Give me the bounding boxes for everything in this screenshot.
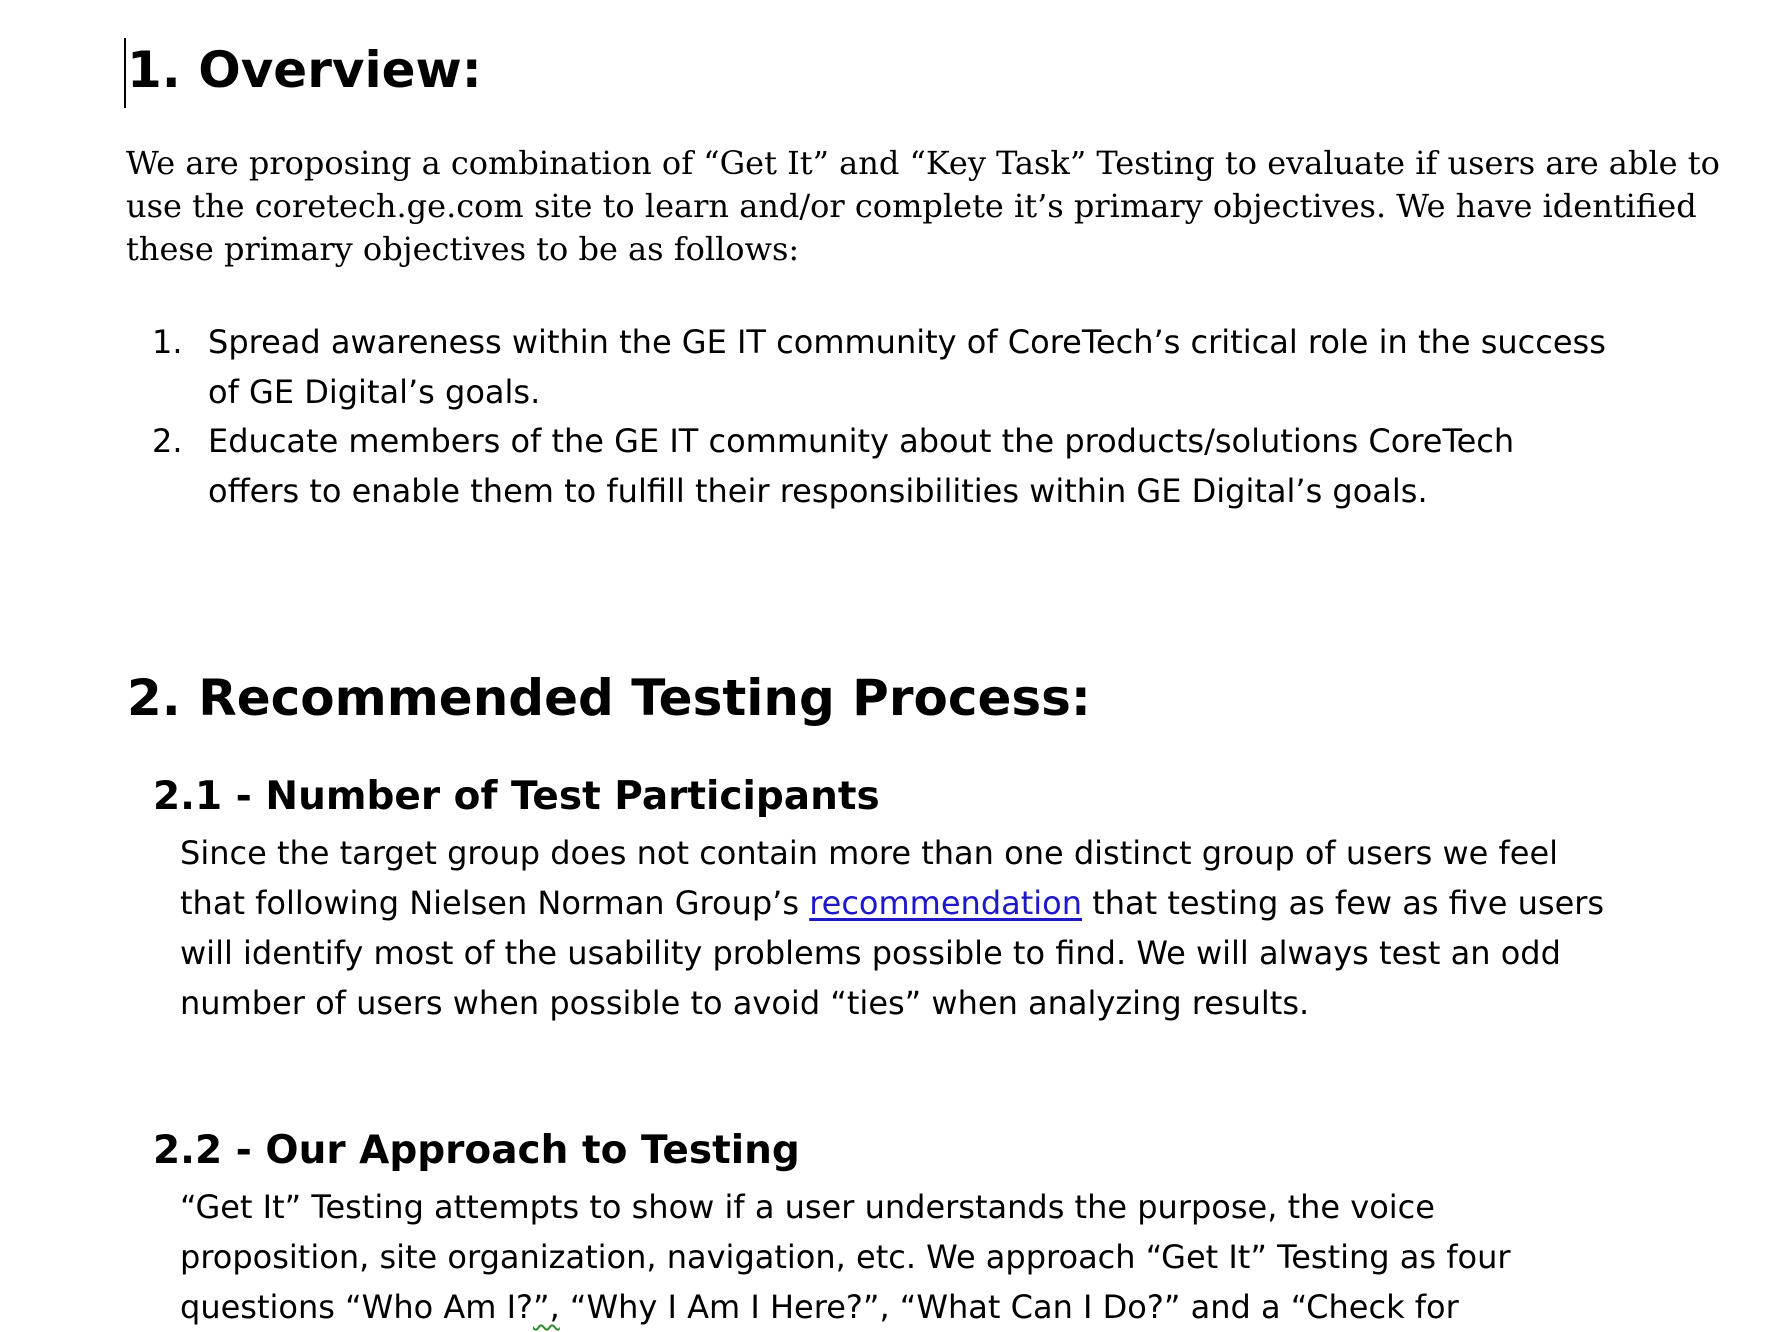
paragraph-line: “Get It” Testing attempts to show if a u… — [180, 1188, 1435, 1226]
objective-line: Spread awareness within the GE IT commun… — [208, 323, 1606, 361]
objective-line: Educate members of the GE IT community a… — [208, 422, 1515, 460]
approach-subheading: 2.2 - Our Approach to Testing — [153, 1128, 800, 1173]
participants-subheading: 2.1 - Number of Test Participants — [153, 774, 880, 819]
objective-item: 2. Educate members of the GE IT communit… — [152, 417, 1652, 516]
overview-heading: 1. Overview: — [127, 41, 482, 99]
overview-intro-paragraph: We are proposing a combination of “Get I… — [126, 142, 1720, 271]
text-run: that testing as few as five users — [1082, 884, 1605, 922]
intro-line: these primary objectives to be as follow… — [126, 230, 800, 268]
objective-line: offers to enable them to fulfill their r… — [208, 471, 1428, 510]
recommendation-link[interactable]: recommendation — [809, 884, 1083, 922]
objective-line: of GE Digital’s goals. — [208, 372, 541, 411]
objectives-list: 1. Spread awareness within the GE IT com… — [152, 318, 1652, 516]
intro-line: We are proposing a combination of “Get I… — [126, 144, 1720, 182]
paragraph-line: will identify most of the usability prob… — [180, 934, 1561, 972]
approach-paragraph: “Get It” Testing attempts to show if a u… — [180, 1182, 1720, 1332]
testing-process-heading: 2. Recommended Testing Process: — [127, 669, 1091, 727]
paragraph-line: Since the target group does not contain … — [180, 834, 1559, 872]
paragraph-line: proposition, site organization, navigati… — [180, 1238, 1511, 1276]
text-run: that following Nielsen Norman Group’s — [180, 884, 810, 922]
objective-number: 1. — [152, 323, 183, 361]
participants-paragraph: Since the target group does not contain … — [180, 828, 1720, 1028]
paragraph-line: number of users when possible to avoid “… — [180, 984, 1310, 1022]
text-cursor — [124, 38, 126, 108]
text-run: “Why I Am I Here?”, “What Can I Do?” and… — [559, 1288, 1459, 1326]
objective-number: 2. — [152, 422, 183, 460]
paragraph-line: that following Nielsen Norman Group’s re… — [180, 878, 1720, 928]
intro-line: use the coretech.ge.com site to learn an… — [126, 187, 1697, 225]
text-run: questions “Who Am I? — [180, 1288, 533, 1326]
paragraph-line: questions “Who Am I?”, “Why I Am I Here?… — [180, 1282, 1720, 1332]
grammar-flag[interactable]: ”, — [533, 1288, 560, 1326]
objective-item: 1. Spread awareness within the GE IT com… — [152, 318, 1652, 417]
